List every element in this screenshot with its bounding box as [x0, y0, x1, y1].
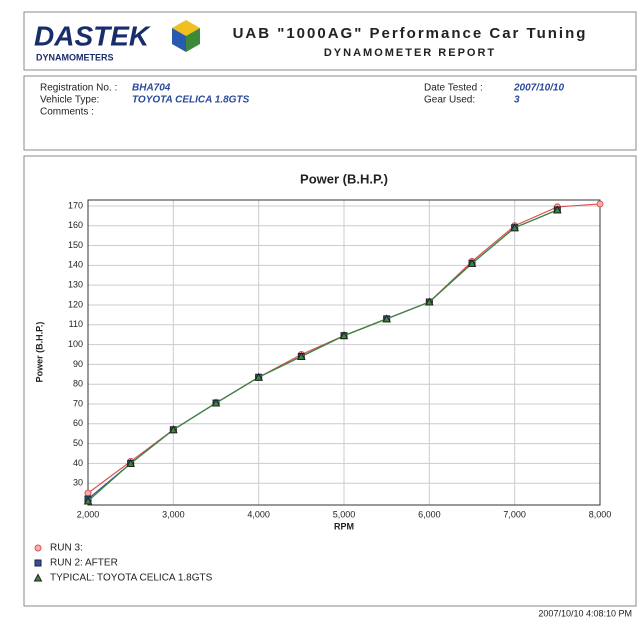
- chart-box: [23, 155, 637, 607]
- plot-frame: [87, 199, 601, 506]
- series-line: [87, 209, 558, 500]
- y-tick-label: 70: [73, 398, 83, 408]
- marker: [339, 331, 349, 340]
- marker: [552, 205, 562, 214]
- logo-cube: [172, 28, 186, 52]
- y-tick-label: 120: [68, 299, 83, 309]
- field-value: BHA704: [132, 83, 171, 94]
- header-box: [23, 11, 637, 71]
- marker: [254, 372, 264, 381]
- field-value: TOYOTA CELICA 1.8GTS: [132, 95, 250, 106]
- marker: [424, 297, 434, 306]
- marker: [33, 573, 43, 582]
- y-tick-label: 30: [73, 478, 83, 488]
- chart-title: Power (B.H.P.): [300, 171, 388, 186]
- marker: [34, 559, 42, 567]
- y-axis-label: Power (B.H.P.): [34, 322, 44, 383]
- field-label: Date Tested :: [424, 83, 483, 94]
- marker: [83, 496, 93, 505]
- legend-label: RUN 3:: [50, 543, 83, 554]
- x-tick-label: 8,000: [589, 509, 612, 519]
- marker: [34, 544, 42, 552]
- y-tick-label: 160: [68, 220, 83, 230]
- y-tick-label: 110: [69, 319, 83, 329]
- marker: [168, 425, 178, 434]
- field-value: 2007/10/10: [513, 83, 564, 94]
- x-tick-label: 4,000: [247, 509, 270, 519]
- legend-label: TYPICAL: TOYOTA CELICA 1.8GTS: [50, 573, 213, 584]
- y-tick-label: 170: [68, 200, 83, 210]
- footer-timestamp: 2007/10/10 4:08:10 PM: [538, 608, 632, 618]
- y-tick-label: 90: [73, 359, 83, 369]
- marker: [126, 458, 136, 467]
- field-label: Registration No. :: [40, 83, 117, 94]
- x-tick-label: 2,000: [77, 509, 100, 519]
- y-tick-label: 140: [68, 260, 83, 270]
- logo-sub: DYNAMOMETERS: [36, 52, 114, 62]
- header-subtitle: DYNAMOMETER REPORT: [324, 47, 496, 59]
- marker: [211, 398, 221, 407]
- header-title: UAB "1000AG" Performance Car Tuning: [233, 25, 588, 42]
- marker: [467, 258, 477, 267]
- marker: [382, 314, 392, 323]
- marker: [510, 223, 520, 232]
- x-tick-label: 7,000: [503, 509, 526, 519]
- x-axis-label: RPM: [334, 521, 354, 531]
- x-tick-label: 5,000: [333, 509, 356, 519]
- field-label: Vehicle Type:: [40, 95, 99, 106]
- marker: [596, 200, 604, 208]
- y-tick-label: 130: [68, 280, 83, 290]
- y-tick-label: 150: [68, 240, 83, 250]
- marker: [84, 489, 92, 497]
- y-tick-label: 100: [68, 339, 83, 349]
- info-box: [23, 75, 637, 151]
- y-tick-label: 80: [73, 379, 83, 389]
- series-line: [87, 209, 558, 502]
- x-tick-label: 3,000: [162, 509, 185, 519]
- y-tick-label: 40: [73, 458, 83, 468]
- y-tick-label: 60: [73, 418, 83, 428]
- marker: [296, 351, 306, 360]
- field-value: 3: [514, 95, 520, 106]
- field-label: Comments :: [40, 107, 94, 118]
- logo-cube: [186, 28, 200, 52]
- legend-label: RUN 2: AFTER: [50, 558, 118, 569]
- x-tick-label: 6,000: [418, 509, 441, 519]
- logo: DASTEK: [34, 20, 151, 51]
- y-tick-label: 50: [73, 438, 83, 448]
- field-label: Gear Used:: [424, 95, 475, 106]
